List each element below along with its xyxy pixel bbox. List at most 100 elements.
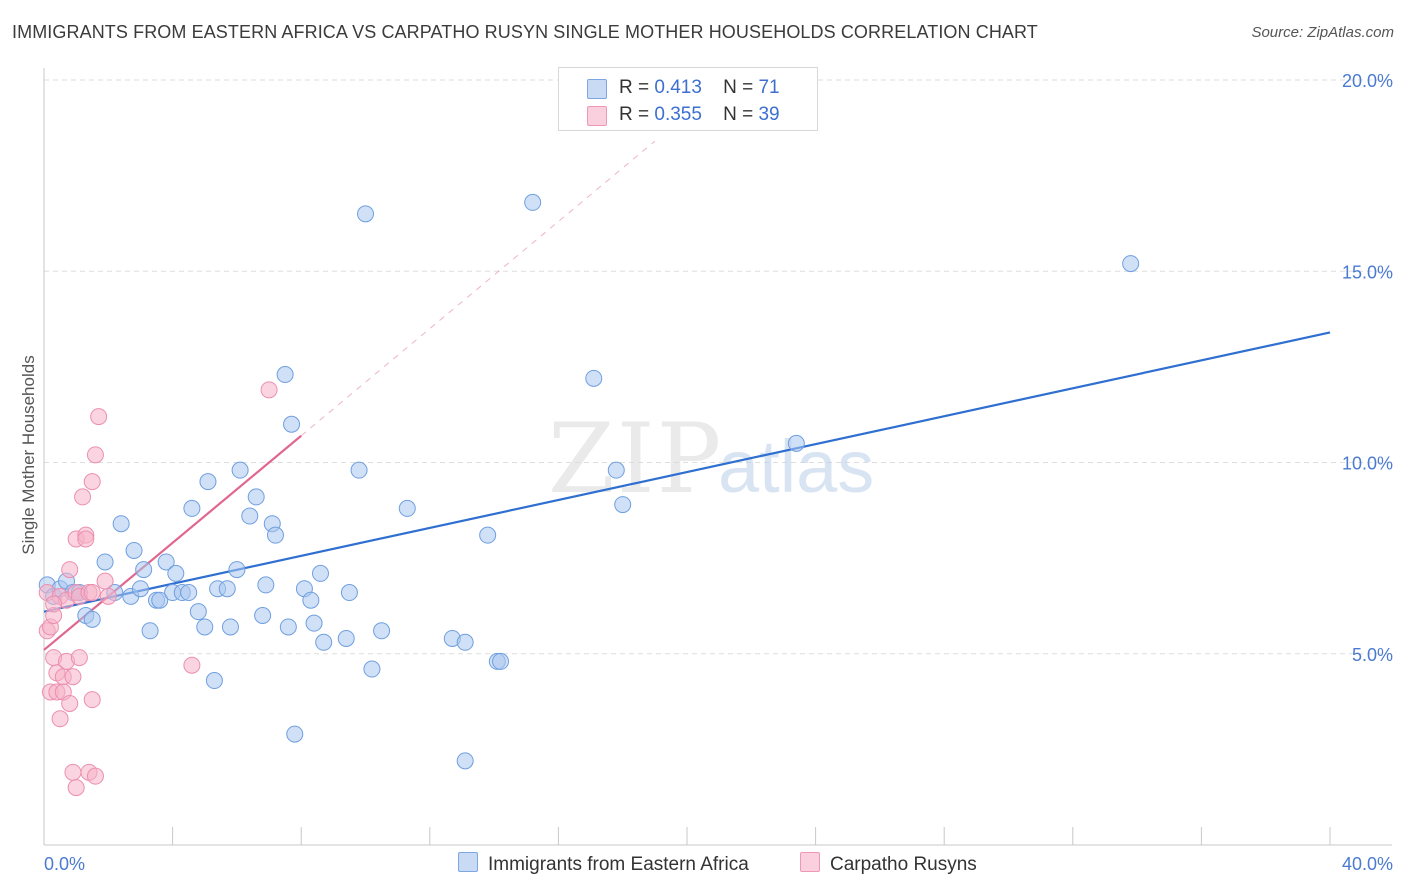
point-carpatho-rusyns — [96, 572, 114, 590]
legend-swatch-pink — [587, 106, 607, 126]
point-carpatho-rusyns — [86, 446, 104, 464]
point-carpatho-rusyns — [83, 473, 101, 491]
watermark-zip: ZIP — [548, 403, 723, 515]
point-eastern-africa — [266, 526, 284, 544]
point-eastern-africa — [247, 488, 265, 506]
y-tick-label: 20.0% — [1342, 71, 1393, 91]
point-eastern-africa — [141, 622, 159, 640]
point-eastern-africa — [283, 415, 301, 433]
point-eastern-africa — [254, 607, 272, 624]
point-eastern-africa — [231, 461, 249, 479]
point-eastern-africa — [311, 564, 329, 582]
point-eastern-africa — [221, 618, 239, 636]
x-tick-max: 40.0% — [1342, 854, 1393, 874]
point-eastern-africa — [492, 652, 510, 670]
point-eastern-africa — [125, 541, 143, 559]
legend-swatch-blue — [587, 79, 607, 99]
point-carpatho-rusyns — [61, 694, 79, 712]
legend-r-value: 0.355 — [654, 104, 702, 125]
legend-r-value: 0.413 — [654, 77, 702, 98]
point-eastern-africa — [96, 553, 114, 571]
legend-n-label: N = — [723, 104, 754, 125]
y-tick-labels: 5.0% 10.0% 15.0% 20.0% — [1342, 71, 1393, 665]
y-axis-label: Single Mother Households — [19, 355, 38, 554]
point-eastern-africa — [205, 672, 223, 690]
watermark: ZIP atlas — [548, 403, 874, 515]
point-carpatho-rusyns — [83, 584, 101, 602]
chart-title: IMMIGRANTS FROM EASTERN AFRICA VS CARPAT… — [12, 22, 1038, 42]
y-tick-label: 15.0% — [1342, 262, 1393, 282]
point-carpatho-rusyns — [51, 710, 69, 728]
point-eastern-africa — [315, 633, 333, 651]
point-eastern-africa — [135, 561, 153, 579]
bottom-legend-carpatho-rusyns: Carpatho Rusyns — [800, 852, 977, 876]
point-eastern-africa — [189, 603, 207, 621]
point-eastern-africa — [787, 434, 805, 452]
point-carpatho-rusyns — [77, 530, 95, 548]
point-eastern-africa — [196, 618, 214, 636]
point-eastern-africa — [585, 369, 603, 387]
point-carpatho-rusyns — [86, 767, 104, 785]
point-eastern-africa — [199, 473, 217, 491]
trend-line-eastern-africa — [43, 331, 1331, 613]
point-eastern-africa — [180, 584, 198, 602]
y-tick-label: 5.0% — [1352, 645, 1393, 665]
point-eastern-africa — [241, 507, 259, 525]
point-carpatho-rusyns — [67, 779, 85, 797]
point-eastern-africa — [363, 660, 381, 678]
point-eastern-africa — [302, 591, 320, 609]
point-carpatho-rusyns — [74, 488, 92, 506]
point-eastern-africa — [614, 496, 632, 514]
point-carpatho-rusyns — [70, 649, 88, 667]
point-eastern-africa — [279, 618, 297, 636]
point-carpatho-rusyns — [61, 561, 79, 579]
point-eastern-africa — [151, 591, 169, 609]
point-carpatho-rusyns — [90, 408, 108, 426]
bottom-legend-swatch-pink — [800, 852, 820, 872]
point-eastern-africa — [183, 499, 201, 517]
bottom-legend-eastern-africa: Immigrants from Eastern Africa — [458, 852, 749, 876]
point-carpatho-rusyns — [64, 668, 82, 686]
point-eastern-africa — [276, 366, 294, 384]
bottom-legend-swatch-blue — [458, 852, 478, 872]
point-eastern-africa — [305, 614, 323, 632]
legend-n-value: 71 — [758, 77, 780, 98]
y-tick-label: 10.0% — [1342, 454, 1393, 474]
stats-legend: R = 0.413 N = 71 R = 0.355 N = 39 — [558, 67, 818, 131]
data-points — [38, 193, 1140, 797]
point-eastern-africa — [456, 633, 474, 651]
point-eastern-africa — [218, 580, 236, 598]
point-carpatho-rusyns — [83, 691, 101, 709]
axes — [43, 68, 1392, 846]
point-carpatho-rusyns — [99, 587, 117, 605]
trend-extension-carpatho-rusyns — [300, 140, 656, 437]
legend-n-label: N = — [723, 77, 754, 98]
legend-r-label: R = — [619, 104, 650, 125]
point-eastern-africa — [607, 461, 625, 479]
point-eastern-africa — [167, 564, 185, 582]
point-carpatho-rusyns — [183, 656, 201, 674]
point-eastern-africa — [157, 553, 175, 571]
point-eastern-africa — [337, 629, 355, 647]
point-eastern-africa — [479, 526, 497, 544]
legend-r-label: R = — [619, 77, 650, 98]
point-eastern-africa — [112, 515, 130, 533]
point-eastern-africa — [398, 499, 416, 517]
point-eastern-africa — [524, 193, 542, 211]
legend-n-value: 39 — [758, 104, 780, 125]
point-eastern-africa — [228, 561, 246, 579]
point-eastern-africa — [357, 205, 374, 223]
source-label: Source: ZipAtlas.com — [1251, 24, 1394, 41]
point-eastern-africa — [1122, 255, 1140, 273]
point-eastern-africa — [373, 622, 391, 640]
point-carpatho-rusyns — [64, 763, 82, 781]
x-tick-min: 0.0% — [44, 854, 85, 874]
point-eastern-africa — [286, 725, 304, 743]
point-eastern-africa — [340, 584, 358, 602]
point-carpatho-rusyns — [45, 595, 63, 613]
point-eastern-africa — [131, 580, 149, 598]
bottom-legend-label: Carpatho Rusyns — [830, 854, 977, 875]
point-eastern-africa — [83, 610, 101, 628]
point-eastern-africa — [456, 752, 474, 770]
